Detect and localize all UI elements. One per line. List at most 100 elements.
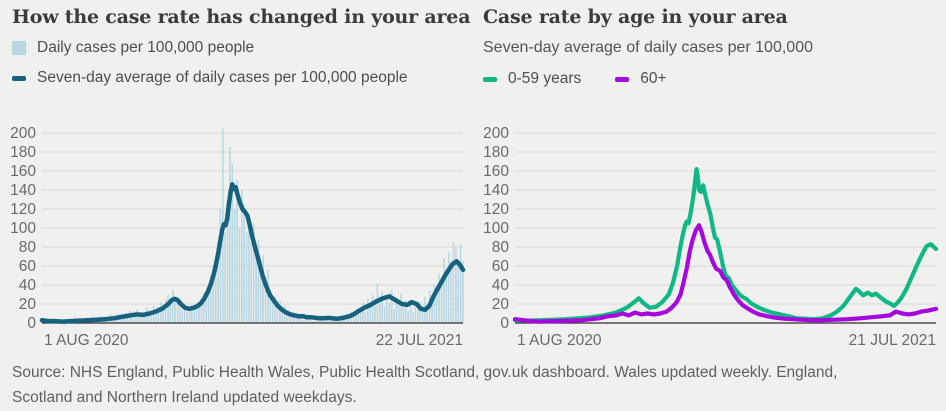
- line-swatch-icon: [12, 75, 26, 81]
- daily-cases-bar: [362, 302, 364, 323]
- daily-cases-bar: [164, 299, 167, 324]
- daily-cases-bar: [207, 286, 210, 323]
- daily-cases-bar: [295, 314, 298, 323]
- daily-cases-bar: [260, 266, 262, 323]
- daily-cases-bar: [364, 311, 367, 323]
- daily-cases-bar: [243, 204, 245, 324]
- daily-cases-bar: [131, 317, 134, 323]
- daily-cases-bar: [172, 289, 174, 324]
- daily-cases-bar: [160, 302, 162, 323]
- daily-cases-bar: [271, 302, 274, 323]
- daily-cases-bar: [412, 312, 414, 323]
- case-rate-chart: 0 20 40 60 80 100 120 140 160 180 200 1 AUG 2020 22 …: [10, 125, 466, 349]
- daily-cases-bars: [41, 128, 464, 324]
- y-tick-label: 20: [19, 296, 37, 313]
- legend-seven-day-average: Seven-day average of daily cases per 100…: [12, 69, 408, 87]
- y-tick-label: 160: [10, 163, 36, 180]
- series-line-0-59-years: [512, 167, 939, 323]
- daily-cases-bar: [176, 296, 179, 323]
- daily-cases-bar: [119, 318, 122, 324]
- source-note-line2: Scotland and Northern Ireland updated we…: [12, 389, 357, 406]
- daily-cases-bar: [281, 311, 283, 323]
- daily-cases-bar: [369, 305, 371, 323]
- daily-cases-bar: [393, 308, 395, 324]
- daily-cases-bar: [333, 319, 336, 323]
- y-tick-label: 180: [483, 144, 509, 161]
- daily-cases-bar: [307, 319, 310, 323]
- daily-cases-bar: [312, 321, 314, 323]
- y-tick-label: 40: [492, 277, 510, 294]
- y-tick-label: 100: [10, 220, 36, 237]
- daily-cases-bar: [431, 299, 433, 324]
- y-tick-label: 60: [19, 258, 37, 275]
- daily-cases-bar: [286, 314, 288, 323]
- daily-cases-bar: [169, 304, 172, 323]
- daily-cases-bar: [276, 307, 279, 323]
- source-note: Source: NHS England, Public Health Wales…: [12, 360, 937, 410]
- daily-cases-bar: [267, 269, 269, 323]
- daily-cases-bar: [390, 289, 393, 324]
- daily-cases-bar: [191, 304, 193, 323]
- daily-cases-bar: [283, 305, 286, 323]
- daily-cases-bar: [252, 223, 255, 324]
- daily-cases-bar: [386, 296, 388, 323]
- daily-cases-bar: [452, 242, 455, 324]
- daily-cases-bar: [269, 289, 272, 324]
- daily-cases-bar: [238, 228, 241, 323]
- daily-cases-bar: [436, 286, 438, 323]
- daily-cases-bar: [134, 312, 136, 323]
- daily-cases-bar: [167, 294, 169, 323]
- y-tick-label: 80: [492, 239, 510, 256]
- x-tick-label-end: 21 JUL 2021: [849, 332, 936, 349]
- daily-cases-bar: [233, 209, 236, 323]
- daily-cases-bar: [112, 319, 115, 323]
- daily-cases-bar: [440, 280, 443, 324]
- daily-cases-bar: [95, 321, 98, 323]
- daily-cases-bar: [274, 296, 276, 323]
- daily-cases-bar: [405, 300, 407, 323]
- daily-cases-bar: [417, 309, 419, 323]
- left-chart-title: How the case rate has changed in your ar…: [12, 6, 471, 28]
- daily-cases-bar: [298, 318, 300, 324]
- daily-cases-bar: [367, 298, 369, 323]
- daily-cases-bar: [290, 316, 293, 323]
- y-tick-label: 100: [483, 220, 509, 237]
- right-chart-title: Case rate by age in your area: [483, 6, 788, 28]
- x-tick-label-start: 1 AUG 2020: [517, 332, 602, 349]
- daily-cases-bar: [122, 315, 124, 323]
- x-tick-label-end: 22 JUL 2021: [376, 332, 463, 349]
- y-tick-label: 140: [483, 182, 509, 199]
- daily-cases-bar: [348, 316, 350, 323]
- y-tick-label: 0: [500, 315, 509, 332]
- daily-cases-bar: [371, 294, 374, 323]
- daily-cases-bar: [241, 190, 243, 323]
- daily-cases-bar: [248, 213, 250, 324]
- daily-cases-bar: [219, 209, 222, 323]
- daily-cases-bar: [450, 267, 452, 323]
- daily-cases-bar: [217, 242, 219, 324]
- series-line-seven-day-average-of-daily-cases-per-100-000-people: [39, 182, 466, 324]
- daily-cases-bar: [445, 275, 448, 323]
- daily-cases-bar: [319, 320, 322, 323]
- daily-cases-bar: [336, 321, 338, 323]
- case-rate-by-age-chart: 0 20 40 60 80 100 120 140 160 180 200 1 AUG 2020 21 …: [483, 125, 939, 349]
- daily-cases-bar: [126, 314, 129, 323]
- daily-cases-bar: [198, 305, 200, 323]
- legend-daily-cases: Daily cases per 100,000 people: [12, 39, 254, 57]
- daily-cases-bar: [257, 239, 260, 323]
- daily-cases-bar: [224, 232, 226, 324]
- daily-cases-bar: [400, 293, 402, 323]
- daily-cases-bar: [317, 318, 319, 324]
- daily-cases-bar: [379, 299, 381, 324]
- daily-cases-bar: [186, 311, 188, 323]
- daily-cases-bar: [402, 307, 405, 323]
- daily-cases-bar: [388, 303, 391, 323]
- daily-cases-bar: [443, 258, 445, 323]
- daily-cases-bar: [250, 242, 253, 324]
- daily-cases-bar: [455, 247, 457, 323]
- daily-cases-bar: [183, 305, 186, 323]
- daily-cases-bar: [226, 199, 229, 323]
- daily-cases-bar: [329, 320, 331, 323]
- daily-cases-bar: [148, 314, 150, 323]
- daily-cases-bar: [138, 315, 141, 323]
